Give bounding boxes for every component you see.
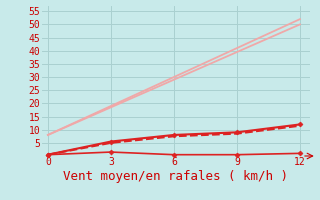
X-axis label: Vent moyen/en rafales ( km/h ): Vent moyen/en rafales ( km/h ) bbox=[63, 170, 289, 183]
